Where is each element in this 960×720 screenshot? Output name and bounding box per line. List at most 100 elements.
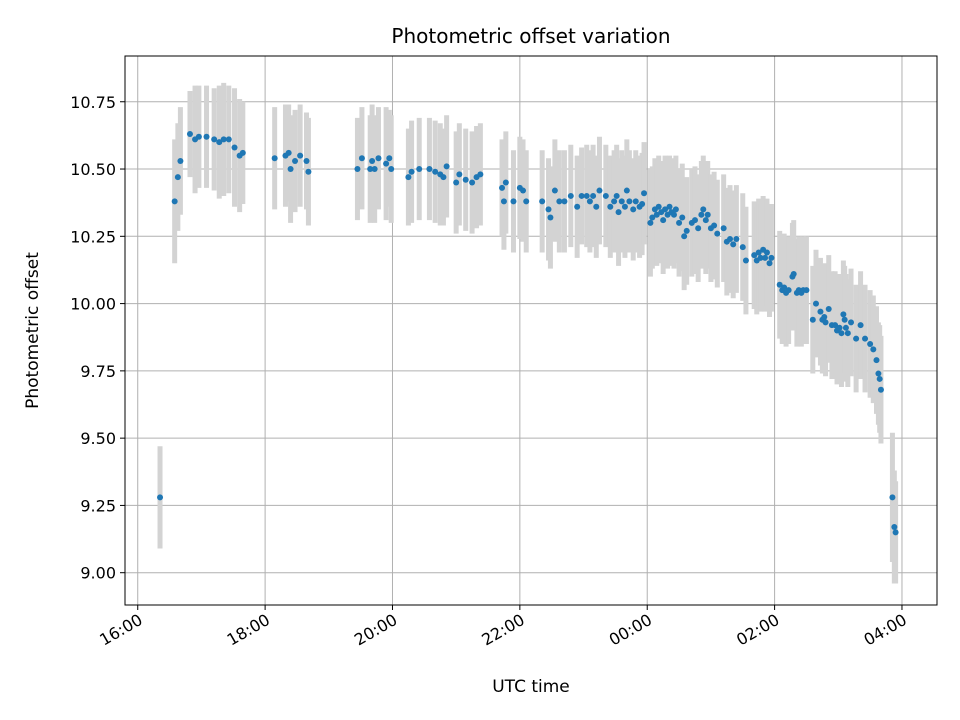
data-point bbox=[477, 171, 484, 178]
y-tick-label: 10.50 bbox=[70, 160, 116, 179]
data-point bbox=[157, 494, 164, 501]
data-point bbox=[615, 209, 622, 216]
data-point bbox=[369, 157, 376, 164]
data-point bbox=[681, 233, 688, 240]
data-point bbox=[231, 144, 238, 151]
data-point bbox=[822, 319, 829, 326]
y-tick-label: 9.00 bbox=[80, 564, 116, 583]
data-point bbox=[848, 319, 855, 326]
data-point bbox=[305, 168, 312, 175]
data-point bbox=[211, 136, 218, 143]
data-point bbox=[520, 187, 527, 194]
data-point bbox=[358, 155, 365, 162]
data-point bbox=[763, 249, 770, 256]
y-tick-label: 10.00 bbox=[70, 295, 116, 314]
data-point bbox=[702, 217, 709, 224]
data-point bbox=[186, 131, 193, 138]
data-point bbox=[510, 198, 517, 205]
data-point bbox=[700, 206, 707, 213]
data-point bbox=[453, 179, 460, 186]
data-point bbox=[574, 203, 581, 210]
data-point bbox=[443, 163, 450, 170]
data-point bbox=[739, 244, 746, 251]
data-point bbox=[853, 335, 860, 342]
data-point bbox=[416, 166, 423, 173]
data-point bbox=[440, 174, 447, 181]
data-point bbox=[711, 222, 718, 229]
data-point bbox=[768, 254, 775, 261]
y-axis-title: Photometric offset bbox=[23, 252, 43, 409]
data-point bbox=[641, 190, 648, 197]
data-point bbox=[456, 171, 463, 178]
data-point bbox=[714, 230, 721, 237]
data-point bbox=[844, 330, 851, 337]
data-point bbox=[216, 139, 223, 146]
data-point bbox=[842, 324, 849, 331]
data-point bbox=[776, 281, 783, 288]
data-point bbox=[751, 252, 758, 259]
data-point bbox=[733, 236, 740, 242]
data-point bbox=[670, 211, 677, 218]
y-tick-label: 9.50 bbox=[80, 429, 116, 448]
data-point bbox=[177, 157, 184, 164]
data-point bbox=[567, 192, 574, 199]
data-point bbox=[303, 157, 310, 164]
data-point bbox=[838, 330, 845, 337]
data-point bbox=[583, 192, 590, 199]
data-point bbox=[803, 287, 810, 294]
data-point bbox=[781, 284, 788, 291]
data-point bbox=[432, 168, 439, 175]
data-point bbox=[876, 375, 883, 382]
data-point bbox=[821, 314, 828, 321]
data-point bbox=[790, 270, 797, 277]
data-point bbox=[469, 179, 476, 186]
x-axis-title: UTC time bbox=[492, 677, 570, 697]
data-point bbox=[857, 322, 864, 329]
data-point bbox=[426, 166, 433, 173]
data-point bbox=[551, 187, 558, 194]
y-tick-label: 10.25 bbox=[70, 227, 116, 246]
data-point bbox=[867, 340, 874, 347]
data-point bbox=[632, 198, 639, 205]
data-point bbox=[873, 357, 880, 364]
data-point bbox=[611, 198, 618, 205]
data-point bbox=[841, 316, 848, 323]
data-point bbox=[655, 203, 662, 210]
data-point bbox=[383, 160, 390, 167]
data-point bbox=[755, 249, 762, 256]
data-point bbox=[354, 166, 361, 173]
data-point bbox=[757, 254, 764, 261]
data-point bbox=[785, 287, 792, 294]
data-point bbox=[742, 257, 749, 264]
data-point bbox=[225, 136, 232, 143]
data-point bbox=[371, 166, 378, 173]
data-point bbox=[662, 206, 669, 213]
data-point bbox=[660, 217, 667, 224]
data-points bbox=[157, 131, 899, 536]
data-point bbox=[195, 133, 202, 140]
data-point bbox=[630, 206, 637, 213]
data-point bbox=[239, 149, 246, 156]
data-point bbox=[647, 219, 654, 226]
data-point bbox=[408, 168, 415, 175]
y-tick-label: 9.25 bbox=[80, 496, 116, 515]
data-point bbox=[618, 198, 625, 205]
chart-title: Photometric offset variation bbox=[391, 24, 670, 48]
data-point bbox=[698, 211, 705, 218]
data-point bbox=[730, 241, 737, 248]
data-point bbox=[766, 260, 773, 267]
data-point bbox=[593, 203, 600, 210]
data-point bbox=[875, 370, 882, 377]
data-point bbox=[499, 184, 506, 191]
data-point bbox=[596, 187, 603, 194]
data-point bbox=[462, 176, 469, 183]
data-point bbox=[679, 214, 686, 221]
data-point bbox=[666, 203, 673, 210]
data-point bbox=[613, 192, 620, 199]
data-point bbox=[607, 203, 614, 210]
data-point bbox=[812, 300, 819, 307]
data-point bbox=[285, 149, 292, 156]
data-point bbox=[626, 198, 633, 205]
data-point bbox=[287, 166, 294, 173]
